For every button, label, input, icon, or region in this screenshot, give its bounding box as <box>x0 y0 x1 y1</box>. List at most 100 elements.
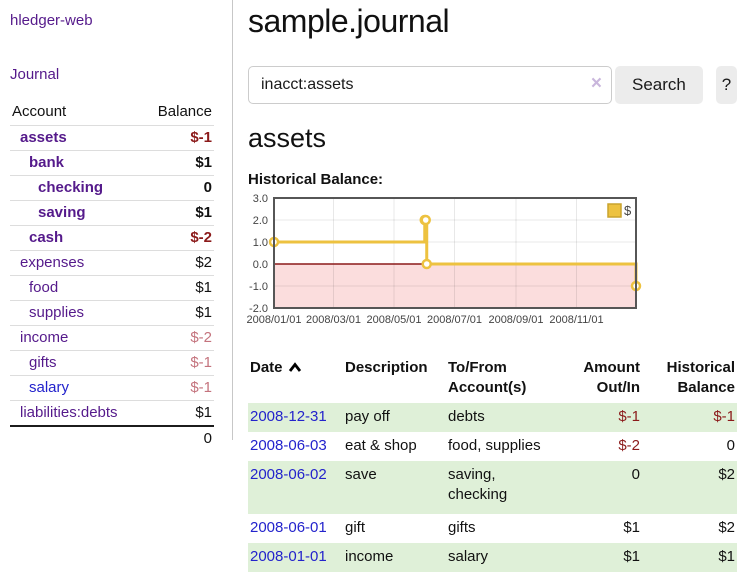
description-cell: save <box>345 466 377 483</box>
chart-border <box>273 197 637 309</box>
accounts-table: Account Balance assets $-1 bank $1 checking 0… <box>10 99 214 450</box>
account-row: liabilities:debts $1 <box>10 400 214 426</box>
x-tick-label: 2008/03/01 <box>306 314 361 326</box>
account-row: bank $1 <box>10 150 214 176</box>
account-row: expenses $2 <box>10 250 214 276</box>
header-label: Amount Out/In <box>583 359 640 396</box>
date-cell: 2008-12-31 <box>248 403 345 432</box>
historical-balance-chart: 3.0 2.0 1.0 0.0 -1.0 -2.0 2008/01/01 2008/03/01… <box>242 193 737 336</box>
account-link-assets[interactable]: assets <box>20 129 67 146</box>
amount-cell: $-1 <box>618 408 640 425</box>
account-link-supplies[interactable]: supplies <box>29 304 85 321</box>
y-tick-label: -1.0 <box>249 281 268 293</box>
chart-label: Historical Balance: <box>248 171 384 188</box>
register-header-date[interactable]: Date <box>248 356 345 403</box>
accounts-header-balance: Balance <box>157 103 212 120</box>
header-label: Date <box>250 359 283 376</box>
date-cell: 2008-06-02 <box>248 461 345 514</box>
x-tick-label: 2008/11/01 <box>549 314 603 326</box>
legend-swatch <box>607 203 622 218</box>
description-cell: pay off <box>345 408 390 425</box>
account-cell: assets <box>10 125 144 151</box>
account-cell: cash <box>10 225 144 251</box>
account-balance: $1 <box>143 275 214 301</box>
negative-region <box>274 264 636 308</box>
chart-point <box>420 214 431 226</box>
description-cell: eat & shop <box>345 437 417 454</box>
account-row: checking 0 <box>10 175 214 201</box>
account-link-bank[interactable]: bank <box>29 154 65 171</box>
search-box: × <box>248 66 612 104</box>
register-date-link[interactable]: 2008-06-01 <box>250 519 327 536</box>
account-cell: income <box>10 325 144 351</box>
register-row: 2008-06-02 save saving, checking 0 $2 <box>248 461 737 514</box>
register-date-link[interactable]: 2008-06-02 <box>250 466 327 483</box>
amount-cell: $-2 <box>618 437 640 454</box>
date-cell: 2008-01-01 <box>248 543 345 572</box>
register-header-tofrom: To/From Account(s) <box>448 356 583 403</box>
register-table: Date Description To/From Account(s) Amount … <box>248 356 737 572</box>
help-button[interactable]: ? <box>715 66 737 104</box>
date-cell: 2008-06-03 <box>248 432 345 461</box>
account-cell: checking <box>10 175 144 201</box>
register-date-link[interactable]: 2008-01-01 <box>250 548 327 565</box>
app-title-link[interactable]: hledger-web <box>10 12 93 29</box>
amount-cell: 0 <box>631 466 640 483</box>
x-tick-label: 2008/05/01 <box>366 314 421 326</box>
account-link-cash[interactable]: cash <box>29 229 64 246</box>
account-balance: $-1 <box>143 375 214 401</box>
search-button[interactable]: Search <box>615 66 703 104</box>
balance-cell: $1 <box>718 548 735 565</box>
account-link-food[interactable]: food <box>29 279 59 296</box>
journal-nav: Journal <box>10 66 214 83</box>
chart-point <box>421 258 432 270</box>
clear-search-icon[interactable]: × <box>590 73 602 94</box>
account-link-liabilities-debts[interactable]: liabilities:debts <box>20 404 118 421</box>
to-from-cell: debts <box>448 408 485 425</box>
search-bar: × Search ? <box>248 66 737 104</box>
date-cell: 2008-06-01 <box>248 514 345 543</box>
y-tick-label: 3.0 <box>253 193 268 205</box>
amount-cell: $1 <box>623 519 640 536</box>
y-tick-label: 2.0 <box>253 215 268 227</box>
app-title: hledger-web <box>10 12 214 29</box>
account-link-expenses[interactable]: expenses <box>20 254 85 271</box>
to-from-cell: saving, checking <box>448 466 508 503</box>
account-row: salary $-1 <box>10 375 214 401</box>
y-tick-label: -2.0 <box>249 303 268 315</box>
balance-cell: $-1 <box>713 408 735 425</box>
account-link-income[interactable]: income <box>20 329 69 346</box>
accounts-total-row: 0 <box>10 425 214 450</box>
register-row: 2008-06-01 gift gifts $1 $2 <box>248 514 737 543</box>
register-header-historical: Historical Balance <box>642 356 737 403</box>
register-date-link[interactable]: 2008-12-31 <box>250 408 327 425</box>
account-balance: $1 <box>143 200 214 226</box>
header-label: Historical Balance <box>666 359 735 396</box>
balance-cell: 0 <box>726 437 735 454</box>
description-cell: gift <box>345 519 366 536</box>
main-content: sample.journal × Search ? assets Histori… <box>246 0 737 572</box>
search-input[interactable] <box>248 66 612 104</box>
account-heading: assets <box>248 123 327 153</box>
header-label: To/From Account(s) <box>448 359 527 396</box>
journal-link[interactable]: Journal <box>10 66 60 83</box>
account-link-saving[interactable]: saving <box>38 204 86 221</box>
accounts-total-value: 0 <box>143 425 214 450</box>
account-balance: $1 <box>143 300 214 326</box>
register-header-row: Date Description To/From Account(s) Amount … <box>248 356 737 403</box>
account-link-gifts[interactable]: gifts <box>29 354 57 371</box>
account-row: saving $1 <box>10 200 214 226</box>
account-cell: food <box>10 275 144 301</box>
account-balance: $-2 <box>143 225 214 251</box>
account-link-checking[interactable]: checking <box>38 179 104 196</box>
amount-cell: $1 <box>623 548 640 565</box>
page-title: sample.journal <box>248 3 450 39</box>
account-cell: supplies <box>10 300 144 326</box>
header-label: Description <box>345 359 428 376</box>
x-tick-label: 2008/09/01 <box>488 314 543 326</box>
register-date-link[interactable]: 2008-06-03 <box>250 437 327 454</box>
register-row: 2008-01-01 income salary $1 $1 <box>248 543 737 572</box>
sort-ascending-icon <box>288 362 301 372</box>
account-link-salary[interactable]: salary <box>29 379 70 396</box>
account-cell: salary <box>10 375 144 401</box>
